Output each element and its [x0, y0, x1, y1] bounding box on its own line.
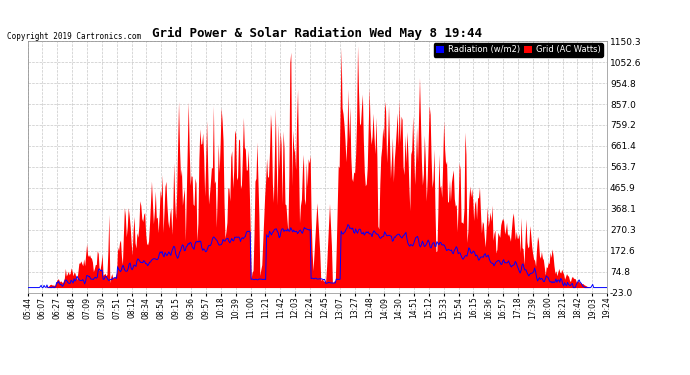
Title: Grid Power & Solar Radiation Wed May 8 19:44: Grid Power & Solar Radiation Wed May 8 1…: [152, 27, 482, 40]
Legend: Radiation (w/m2), Grid (AC Watts): Radiation (w/m2), Grid (AC Watts): [433, 43, 603, 57]
Text: Copyright 2019 Cartronics.com: Copyright 2019 Cartronics.com: [7, 32, 141, 41]
